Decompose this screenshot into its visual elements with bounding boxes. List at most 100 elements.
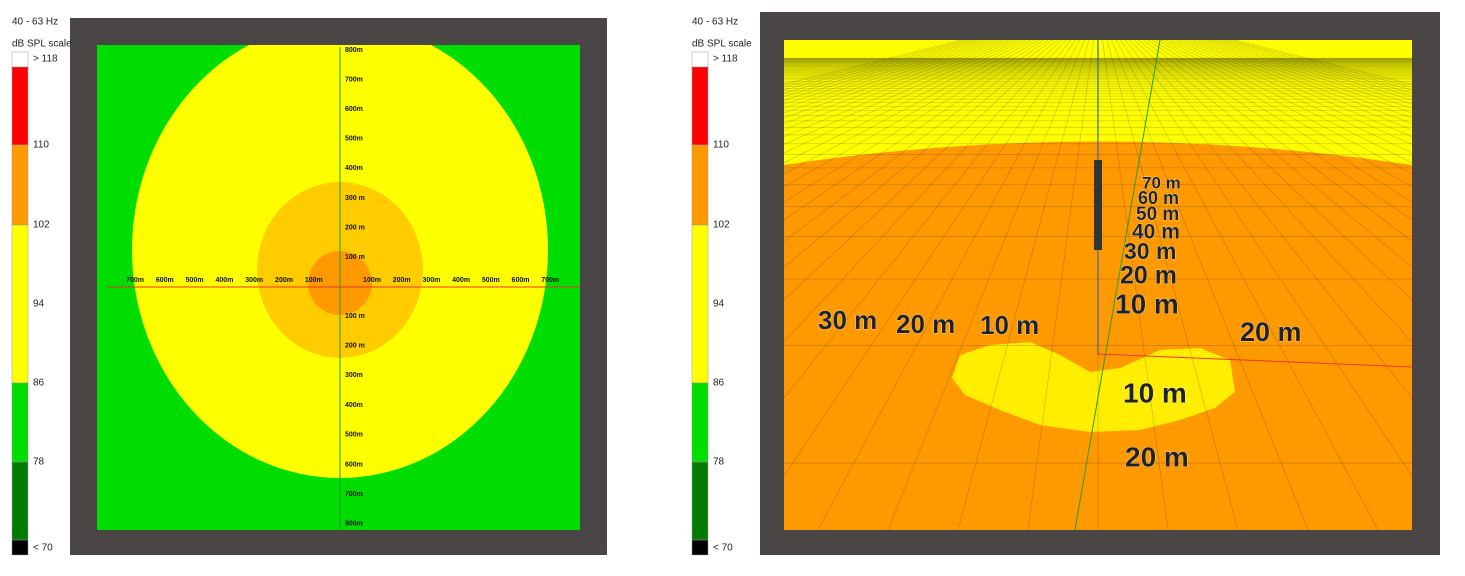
grid-line [784, 40, 1049, 221]
legend-label: 86 [713, 378, 725, 389]
legend-label: 86 [33, 378, 45, 389]
grid-line [784, 40, 1063, 301]
grid-line [1124, 40, 1412, 399]
x-label: 700m [541, 277, 559, 284]
legend-label: 102 [33, 220, 50, 231]
grid-line [784, 40, 1072, 399]
distance-label: 20 m [1240, 317, 1302, 347]
legend-label: 110 [33, 140, 49, 151]
height-label: 20 m [1120, 262, 1177, 290]
frequency: 40 - 63 Hz [692, 17, 738, 28]
x-label: 200m [275, 277, 293, 284]
legend-swatch [11, 144, 29, 226]
grid-line [784, 40, 1013, 131]
height-label: 30 m [1124, 238, 1176, 264]
legend-swatch [691, 144, 709, 226]
legend-swatch [11, 51, 29, 68]
grid-line [784, 40, 1040, 188]
grid-line [1169, 40, 1412, 154]
zone-yellow [952, 342, 1235, 432]
speaker-array [1094, 160, 1102, 250]
grid-line [1165, 40, 1412, 164]
y-label: 700m [345, 76, 363, 83]
grid-line [1115, 40, 1379, 530]
y-label: 100 m [345, 313, 365, 320]
width-axis [1097, 353, 1413, 368]
grid-line [784, 40, 1022, 145]
height-label: 70 m [1142, 173, 1181, 192]
distance-label: 10 m [1123, 377, 1187, 408]
height-label: 60 m [1138, 188, 1179, 208]
legend-label: > 118 [713, 54, 738, 65]
x-label: 100m [305, 277, 323, 284]
legend-swatch [691, 224, 709, 384]
grid-line [1129, 40, 1412, 343]
legend-label: > 118 [33, 54, 58, 65]
grid-line [1138, 40, 1412, 268]
x-label: 400m [452, 277, 470, 284]
legend-swatch [11, 382, 29, 463]
y-label: 700m [345, 491, 363, 498]
y-label: 800m [345, 47, 363, 54]
grid-line [1027, 40, 1094, 530]
legend-swatch [11, 66, 29, 146]
y-label: 300m [345, 372, 363, 379]
grid-line [1106, 40, 1239, 530]
depth-axis [1074, 39, 1161, 531]
y-label: 200 m [345, 343, 365, 350]
grid-line [1151, 40, 1412, 203]
y-label: 500m [345, 432, 363, 439]
y-label: 200 m [345, 224, 365, 231]
map-top-view [97, 45, 580, 530]
grid-line [1183, 40, 1412, 131]
x-label: 600m [512, 277, 530, 284]
legend-label: 78 [33, 457, 45, 468]
grid-line [784, 40, 1054, 242]
x-label: 700m [126, 277, 144, 284]
legend-label: 78 [713, 457, 725, 468]
legend-swatch [11, 461, 29, 541]
height-label: 40 m [1132, 221, 1180, 244]
legend-swatch [691, 461, 709, 541]
grid-line [784, 40, 1018, 138]
grid-line [1133, 40, 1412, 301]
scale-title: dB SPL scale [12, 39, 72, 50]
grid-line [957, 40, 1090, 530]
height-label: 10 m [1115, 288, 1179, 319]
grid-line [1142, 40, 1412, 242]
y-label: 600m [345, 461, 363, 468]
grid-line [784, 40, 1009, 124]
distance-label: 20 m [1125, 441, 1189, 472]
y-label: 800m [345, 521, 363, 528]
y-label: 400m [345, 402, 363, 409]
grid-line [1156, 40, 1412, 188]
grid-line [784, 40, 1036, 175]
y-label: 600m [345, 106, 363, 113]
frequency: 40 - 63 Hz [12, 17, 58, 28]
legend-swatch [691, 382, 709, 463]
grid-line [1187, 40, 1412, 124]
x-label: 500m [186, 277, 204, 284]
grid-line [784, 40, 1058, 268]
legend-swatch [11, 224, 29, 384]
grid-line [784, 40, 1067, 343]
legend-label: 110 [713, 140, 729, 151]
grid-line [784, 40, 1031, 164]
distance-label: 20 m [896, 309, 955, 339]
grid-line [1111, 40, 1309, 530]
x-label: 100m [363, 277, 381, 284]
x-label: 600m [156, 277, 174, 284]
grid-line [1147, 40, 1412, 221]
legend-label: < 70 [33, 543, 53, 554]
grid-line [784, 40, 1027, 154]
grid-line [1160, 40, 1412, 175]
grid-line [1120, 40, 1412, 477]
x-label: 500m [482, 277, 500, 284]
legend-label: 94 [713, 299, 725, 310]
legend-swatch [691, 66, 709, 146]
y-label: 500m [345, 136, 363, 143]
y-label: 300 m [345, 195, 365, 202]
legend-label: < 70 [713, 543, 733, 554]
grid-line [1102, 40, 1169, 530]
x-label: 200m [393, 277, 411, 284]
